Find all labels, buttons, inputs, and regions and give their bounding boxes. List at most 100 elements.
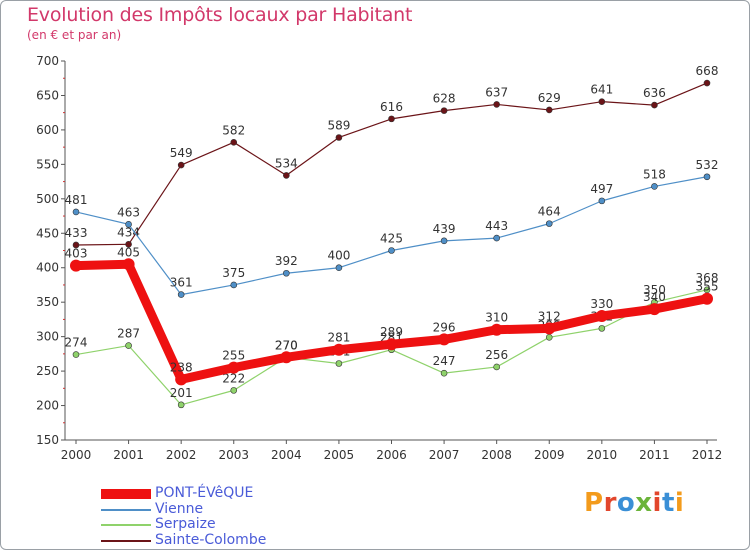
x-tick-label: 2008	[481, 448, 512, 462]
data-point-sainte-colombe	[545, 106, 553, 114]
x-tick-label: 2009	[534, 448, 565, 462]
legend-swatch	[101, 539, 151, 542]
x-tick-label: 2005	[324, 448, 355, 462]
y-tick-label: 350	[36, 295, 59, 309]
data-point-vienne	[598, 197, 606, 205]
data-point-sainte-colombe	[125, 240, 132, 248]
logo-letter: x	[635, 488, 653, 518]
data-label-vienne: 400	[327, 249, 350, 263]
data-label-sainte-colombe: 434	[117, 225, 140, 239]
data-point-sainte-colombe	[388, 115, 395, 123]
data-point-vienne	[72, 208, 80, 216]
y-tick-label: 400	[36, 261, 59, 275]
data-label-sainte-colombe: 616	[380, 100, 403, 114]
x-tick-label: 2001	[113, 448, 144, 462]
x-tick-label: 2007	[429, 448, 460, 462]
data-label-serpaize: 270	[275, 338, 298, 352]
data-point-sainte-colombe	[493, 101, 500, 108]
x-tick-label: 2002	[166, 448, 197, 462]
data-point-sainte-colombe	[703, 79, 711, 87]
proxiti-logo: Proxiti	[584, 488, 684, 518]
data-label-vienne: 425	[380, 232, 403, 246]
data-point-vienne	[440, 237, 448, 245]
data-label-vienne: 392	[275, 254, 298, 268]
data-point-sainte-colombe	[598, 98, 606, 105]
data-point-sainte-colombe	[651, 101, 658, 109]
data-point-pont-v-que	[385, 338, 398, 351]
data-point-pont-v-que	[70, 259, 82, 272]
data-point-pont-v-que	[332, 343, 345, 356]
x-tick-label: 2000	[61, 448, 92, 462]
y-tick-label: 650	[36, 88, 59, 102]
logo-letter: i	[652, 488, 662, 518]
data-point-serpaize	[440, 369, 448, 377]
y-tick-label: 550	[36, 157, 59, 171]
data-label-pont-v-que: 238	[170, 360, 193, 374]
data-point-serpaize	[230, 387, 238, 394]
y-tick-label: 700	[36, 54, 59, 68]
legend-label: Serpaize	[155, 516, 216, 532]
data-label-pont-v-que: 296	[433, 320, 456, 334]
data-label-pont-v-que: 255	[222, 349, 245, 363]
data-label-pont-v-que: 405	[117, 245, 140, 259]
data-label-pont-v-que: 340	[643, 290, 666, 304]
data-label-serpaize: 287	[117, 327, 140, 341]
data-label-pont-v-que: 330	[590, 297, 613, 311]
logo-letter: i	[674, 488, 685, 518]
data-label-vienne: 463	[117, 205, 140, 219]
legend-label: Vienne	[155, 500, 204, 517]
data-label-serpaize: 247	[433, 354, 456, 368]
data-point-vienne	[230, 281, 238, 289]
y-tick-label: 450	[36, 226, 59, 240]
y-tick-label: 300	[36, 330, 59, 344]
legend-swatch	[101, 524, 151, 526]
chart-subtitle: (en € et par an)	[27, 28, 122, 42]
x-tick-label: 2010	[587, 448, 618, 462]
data-label-vienne: 518	[643, 167, 666, 181]
data-label-sainte-colombe: 433	[65, 226, 88, 240]
data-point-pont-v-que	[438, 333, 451, 346]
logo-letter: o	[616, 488, 636, 518]
data-point-pont-v-que	[701, 292, 713, 305]
data-label-pont-v-que: 355	[696, 280, 719, 294]
y-tick-label: 600	[36, 123, 59, 137]
data-label-sainte-colombe: 534	[275, 156, 298, 170]
data-label-sainte-colombe: 589	[327, 118, 350, 132]
data-point-vienne	[388, 247, 395, 254]
data-point-serpaize	[72, 351, 80, 358]
data-point-pont-v-que	[122, 258, 135, 271]
data-label-sainte-colombe: 636	[643, 86, 666, 100]
data-point-sainte-colombe	[177, 161, 185, 169]
data-point-sainte-colombe	[440, 107, 448, 114]
data-point-sainte-colombe	[283, 172, 290, 179]
data-point-serpaize	[335, 360, 343, 367]
data-point-pont-v-que	[543, 322, 556, 335]
data-label-vienne: 497	[590, 182, 613, 196]
data-label-sainte-colombe: 641	[590, 83, 613, 97]
data-label-sainte-colombe: 549	[170, 146, 193, 160]
legend-label: Sainte-Colombe	[155, 531, 267, 548]
data-point-serpaize	[125, 342, 132, 349]
data-label-pont-v-que: 310	[485, 311, 508, 325]
data-point-pont-v-que	[280, 351, 293, 364]
data-point-vienne	[125, 221, 132, 228]
data-point-vienne	[703, 173, 711, 181]
data-point-pont-v-que	[490, 323, 503, 336]
data-point-pont-v-que	[175, 373, 188, 386]
data-point-vienne	[651, 183, 658, 190]
y-tick-label: 150	[36, 433, 59, 447]
logo-letter: P	[584, 488, 604, 518]
legend-swatch	[101, 508, 151, 511]
data-label-sainte-colombe: 628	[433, 92, 456, 106]
data-point-serpaize	[493, 363, 500, 371]
y-tick-label: 250	[36, 364, 59, 378]
data-label-serpaize: 222	[222, 371, 245, 385]
data-point-sainte-colombe	[335, 134, 343, 141]
data-label-pont-v-que: 270	[275, 338, 298, 352]
data-point-pont-v-que	[595, 309, 608, 322]
data-label-vienne: 532	[696, 158, 719, 172]
logo-letter: t	[661, 488, 675, 518]
data-label-pont-v-que: 403	[65, 247, 88, 261]
x-tick-label: 2011	[639, 448, 670, 462]
